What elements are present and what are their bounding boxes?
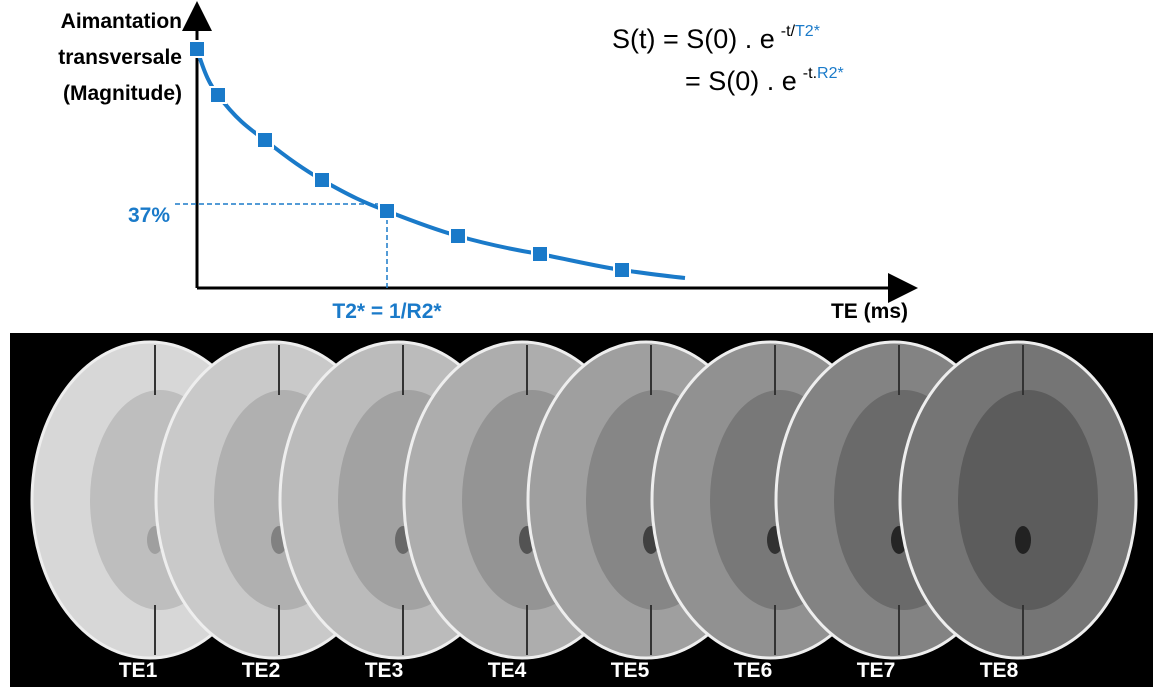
samples xyxy=(188,40,631,279)
echo-labels: TE1 TE2 TE3 TE4 TE5 TE6 TE7 TE8 xyxy=(119,659,1019,682)
x-label: TE (ms) xyxy=(831,300,908,323)
y-label: transversale xyxy=(58,46,182,69)
echo-label: TE3 xyxy=(365,659,404,682)
formula-exp: -t. xyxy=(803,65,817,82)
formula-param: R2* xyxy=(817,65,844,82)
y-label: (Magnitude) xyxy=(63,82,182,105)
echo-label: TE5 xyxy=(611,659,650,682)
level-label: 37% xyxy=(128,204,170,227)
time-label: T2* = 1/R2* xyxy=(332,300,442,323)
formula-exp: -t/ xyxy=(781,23,796,40)
brain-images xyxy=(30,340,1138,660)
echo-label: TE6 xyxy=(734,659,773,682)
formula-base: = S(0) . e xyxy=(685,66,797,96)
brain xyxy=(898,340,1138,660)
echo-label: TE8 xyxy=(980,659,1019,682)
formula-line: S(t) = S(0) . e -t/T2* xyxy=(612,23,820,54)
echo-label: TE1 xyxy=(119,659,158,682)
echo-label: TE2 xyxy=(242,659,281,682)
formula-param: T2* xyxy=(795,23,820,40)
formula-line: = S(0) . e -t.R2* xyxy=(685,65,844,96)
echo-label: TE7 xyxy=(857,659,896,682)
decay-curve xyxy=(195,48,686,280)
echo-label: TE4 xyxy=(488,659,527,682)
formula-base: S(t) = S(0) . e xyxy=(612,24,775,54)
ventricle xyxy=(1015,526,1031,554)
brain-core xyxy=(958,390,1098,610)
y-label: Aimantation xyxy=(61,10,182,33)
